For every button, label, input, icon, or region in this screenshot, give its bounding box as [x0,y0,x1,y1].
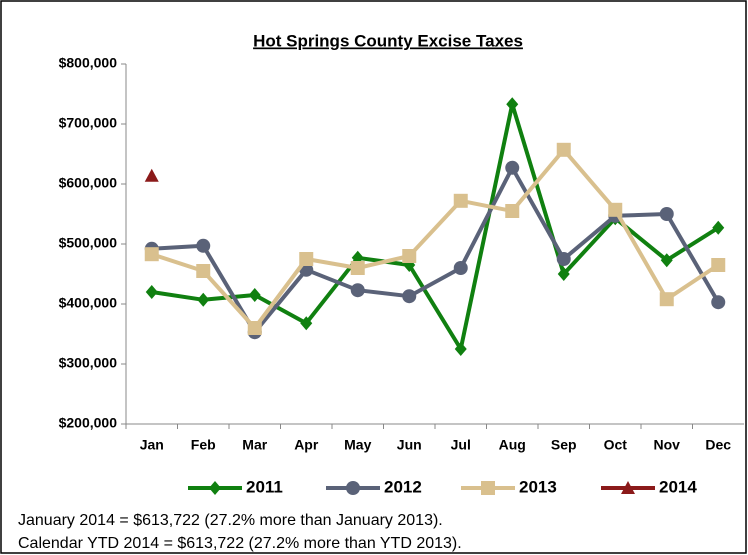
data-point [608,202,623,217]
y-tick-label: $700,000 [59,115,118,131]
x-tick-label: Sep [551,437,577,453]
x-tick-label: Apr [294,437,319,453]
data-point [505,160,520,175]
legend-marker [481,481,495,495]
data-point [248,288,261,302]
x-tick-label: Jun [397,437,422,453]
note: January 2014 = $613,722 (27.2% more than… [18,512,443,529]
x-tick-label: Dec [705,437,731,453]
x-tick-label: Jan [140,437,164,453]
data-point [556,252,571,266]
y-tick-label: $200,000 [59,415,118,431]
data-point [506,97,519,112]
data-point [712,220,725,235]
data-point [505,204,520,218]
series-line [151,147,720,330]
data-point [659,292,674,307]
x-tick-label: Jul [451,437,471,453]
legend-marker [209,481,221,495]
chart-title: Hot Springs County Excise Taxes [253,31,523,50]
y-tick-label: $600,000 [59,175,118,191]
x-tick-label: Nov [654,437,681,453]
data-point [350,283,365,298]
data-point [196,264,211,278]
y-tick-label: $400,000 [59,295,118,311]
x-tick-label: Oct [604,437,628,453]
data-point [660,253,673,268]
data-point [659,207,674,221]
data-point [556,142,571,157]
x-tick-label: Aug [499,437,526,453]
data-point [711,258,726,272]
note: Calendar YTD 2014 = $613,722 (27.2% more… [18,535,462,552]
data-point [402,289,417,304]
data-point [711,295,726,310]
data-point [453,261,468,275]
legend-label: 2011 [246,477,283,496]
data-point [145,285,158,299]
legend-marker [621,481,635,494]
legend-marker [346,481,360,495]
legend-label: 2014 [659,477,697,496]
legend-label: 2013 [519,477,557,496]
x-tick-label: Mar [242,437,267,453]
x-tick-label: May [344,437,371,453]
y-tick-label: $800,000 [59,55,118,71]
legend-label: 2012 [384,477,422,496]
data-point [144,247,159,262]
data-point [300,316,313,331]
data-point [402,249,417,263]
x-tick-label: Feb [191,437,216,453]
data-point [247,321,262,335]
y-tick-label: $500,000 [59,235,118,251]
data-point [144,168,159,182]
data-point [557,267,570,281]
data-point [350,261,365,275]
data-point [299,252,314,266]
data-point [197,292,210,307]
data-point [453,193,468,208]
y-tick-label: $300,000 [59,355,118,371]
data-point [454,342,467,356]
data-point [196,238,211,253]
